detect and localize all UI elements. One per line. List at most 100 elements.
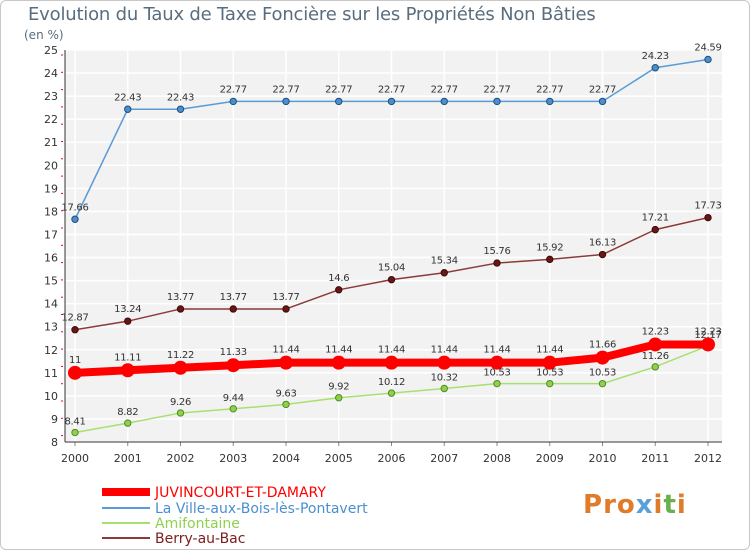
data-label: 15.92	[536, 242, 563, 253]
data-label: 12.87	[61, 313, 88, 324]
data-label: 10.53	[483, 368, 510, 379]
legend-label: Amifontaine	[155, 516, 240, 532]
y-tick-label: 18	[44, 205, 58, 218]
data-point	[437, 355, 452, 370]
data-point	[595, 350, 610, 365]
legend-label: La Ville-aux-Bois-lès-Pontavert	[155, 501, 368, 517]
x-tick-label: 2004	[272, 452, 300, 465]
data-point	[490, 355, 504, 370]
y-tick-label: 10	[44, 390, 58, 403]
data-label: 11.44	[378, 345, 405, 356]
data-label: 22.77	[536, 84, 563, 95]
data-point	[387, 275, 396, 284]
data-label: 17.21	[642, 213, 669, 224]
data-label: 12.23	[642, 326, 669, 337]
data-point	[229, 97, 237, 106]
x-tick-label: 2010	[589, 452, 617, 465]
data-point	[335, 286, 343, 294]
data-label: 11.44	[536, 345, 563, 356]
data-point	[282, 305, 290, 313]
x-tick-label: 2006	[378, 452, 406, 465]
data-label: 24.23	[642, 51, 669, 62]
data-point	[71, 326, 79, 334]
data-label: 22.43	[114, 92, 141, 103]
data-point	[229, 405, 237, 413]
x-tick-label: 2002	[167, 452, 195, 465]
y-tick-label: 9	[51, 413, 58, 426]
y-tick-label: 24	[44, 67, 58, 80]
data-point	[384, 355, 399, 370]
y-tick-label: 17	[44, 228, 58, 241]
chart-title: Evolution du Taux de Taxe Foncière sur l…	[28, 4, 596, 25]
data-label: 11.66	[589, 340, 616, 351]
data-point	[335, 97, 343, 106]
data-label: 10.53	[589, 368, 616, 379]
y-tick-label: 14	[44, 298, 58, 311]
x-tick-label: 2012	[694, 452, 722, 465]
plot-background	[65, 50, 722, 442]
data-label: 11.44	[325, 345, 352, 356]
legend-label: JUVINCOURT-ET-DAMARY	[154, 485, 326, 501]
data-point	[440, 384, 448, 393]
y-tick-label: 12	[44, 344, 58, 357]
data-label: 22.77	[483, 84, 510, 95]
data-point	[279, 355, 293, 370]
data-label: 8.41	[64, 417, 85, 428]
logo-letter: x	[635, 490, 654, 520]
data-point	[176, 305, 185, 313]
y-tick-label: 20	[44, 159, 58, 172]
unit-label: (en %)	[24, 28, 64, 42]
data-label: 9.44	[223, 393, 244, 404]
data-label: 11.33	[220, 347, 247, 358]
data-point	[387, 389, 396, 397]
logo-letter: i	[676, 490, 687, 520]
logo-letter: o	[616, 490, 636, 520]
data-labels: 11 11.11 11.22 11.33 11.44 11.44 11.44 11.44 11.…	[61, 42, 721, 427]
y-tick-label: 23	[44, 90, 58, 103]
data-label: 13.24	[114, 304, 141, 315]
data-label: 22.77	[589, 84, 616, 95]
data-point	[546, 379, 554, 388]
x-tick-label: 2011	[641, 452, 669, 465]
data-point	[493, 97, 501, 106]
data-point	[440, 97, 448, 106]
data-point	[651, 64, 659, 72]
data-label: 17.73	[694, 201, 721, 212]
data-point	[229, 305, 237, 313]
data-point	[651, 363, 659, 371]
logo-letter: r	[603, 490, 617, 520]
data-label: 13.77	[220, 292, 247, 303]
data-label: 10.53	[536, 368, 563, 379]
logo-letter: P	[583, 490, 604, 520]
data-label: 22.77	[272, 84, 299, 95]
proxiti-logo: Proxiti	[583, 490, 687, 520]
data-label: 9.26	[170, 397, 191, 408]
data-point	[701, 337, 715, 352]
data-label: 15.04	[378, 263, 405, 274]
y-tick-label: 16	[44, 252, 58, 265]
data-point	[71, 215, 79, 223]
y-tick-label: 21	[44, 136, 58, 149]
y-tick-label: 19	[44, 182, 58, 195]
data-label: 22.77	[431, 84, 458, 95]
data-point	[68, 365, 82, 380]
data-point	[546, 97, 554, 106]
data-label: 10.12	[378, 377, 405, 388]
data-point	[124, 105, 132, 113]
x-tick-label: 2000	[61, 452, 89, 465]
x-tick-label: 2009	[536, 452, 564, 465]
grid	[65, 49, 722, 443]
data-point	[704, 55, 712, 64]
y-tick-label: 22	[44, 113, 58, 126]
y-tick-label: 15	[44, 275, 58, 288]
data-label: 16.13	[589, 238, 616, 249]
data-point	[440, 269, 448, 277]
data-point	[387, 97, 396, 106]
axes: 8 9 10 11 12 13 14 15 16 17 18 19 20 21 22 23 24 25 2000 20…	[44, 44, 722, 465]
data-point	[648, 337, 663, 352]
data-point	[71, 428, 79, 437]
data-label: 13.77	[272, 292, 299, 303]
data-point	[176, 105, 185, 113]
data-label: 11.44	[272, 345, 299, 356]
